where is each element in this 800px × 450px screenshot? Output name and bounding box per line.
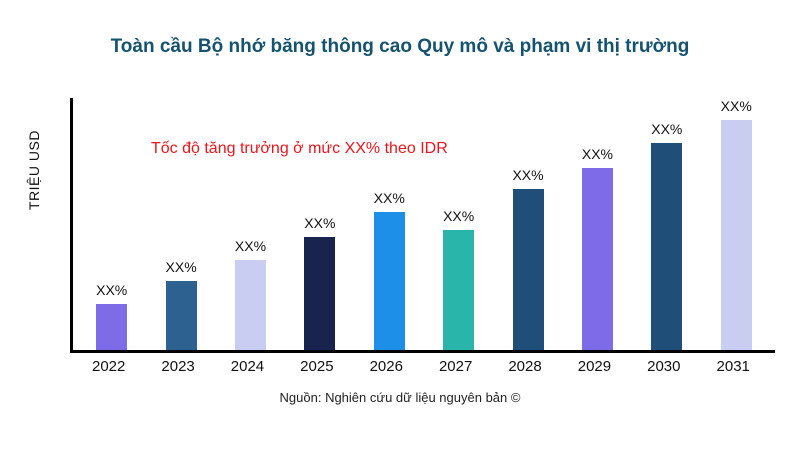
x-tick-2026: 2026	[369, 358, 403, 375]
bar-2023	[165, 281, 197, 350]
bar-value-label-2029: XX%	[581, 146, 613, 162]
bar-2025	[304, 237, 336, 350]
x-tick-2030: 2030	[647, 358, 681, 375]
x-tick-2031: 2031	[716, 358, 750, 375]
bar-2027	[443, 230, 475, 350]
bar-group-2024: XX%	[228, 238, 272, 350]
bar-value-label-2031: XX%	[720, 98, 752, 114]
bars-container: XX% XX% XX% XX% XX% XX% XX% XX% XX% XX%	[73, 98, 775, 350]
bar-group-2031: XX%	[714, 98, 758, 350]
x-tick-2024: 2024	[230, 358, 265, 375]
bar-group-2026: XX%	[367, 190, 411, 350]
x-tick-2023: 2023	[161, 358, 195, 375]
bar-value-label-2028: XX%	[512, 167, 544, 183]
bar-group-2023: XX%	[159, 259, 203, 350]
bar-2031	[720, 120, 752, 350]
source-note: Nguồn: Nghiên cứu dữ liệu nguyên bản ©	[279, 390, 521, 405]
bar-value-label-2023: XX%	[165, 259, 197, 275]
chart-title: Toàn cầu Bộ nhớ băng thông cao Quy mô và…	[110, 36, 690, 57]
bar-group-2029: XX%	[575, 146, 619, 350]
bar-group-2022: XX%	[90, 282, 134, 350]
bar-value-label-2027: XX%	[443, 208, 475, 224]
y-axis-label: TRIỆU USD	[26, 130, 42, 210]
bar-value-label-2025: XX%	[304, 215, 336, 231]
bar-2022	[96, 304, 128, 350]
plot-area: Tốc độ tăng trưởng ở mức XX% theo IDR XX…	[70, 98, 775, 353]
x-tick-2028: 2028	[508, 358, 542, 375]
bar-value-label-2030: XX%	[651, 121, 683, 137]
x-tick-2027: 2027	[438, 358, 473, 375]
bar-group-2028: XX%	[506, 167, 550, 350]
growth-annotation: Tốc độ tăng trưởng ở mức XX% theo IDR	[151, 140, 448, 157]
bar-group-2027: XX%	[437, 208, 481, 350]
bar-value-label-2024: XX%	[234, 238, 267, 254]
x-tick-2029: 2029	[577, 358, 612, 375]
x-tick-2025: 2025	[300, 358, 334, 375]
x-axis-labels: 2022 2023 2024 2025 2026 2027 2028 2029 2030 2031	[70, 358, 772, 375]
bar-group-2025: XX%	[298, 215, 342, 350]
bar-2029	[581, 168, 613, 350]
x-tick-2022: 2022	[92, 358, 126, 375]
bar-2026	[373, 212, 405, 350]
bar-group-2030: XX%	[645, 121, 689, 350]
bar-2024	[234, 260, 266, 350]
bar-2030	[651, 143, 683, 350]
bar-value-label-2022: XX%	[96, 282, 128, 298]
bar-value-label-2026: XX%	[373, 190, 405, 206]
bar-2028	[512, 189, 544, 350]
